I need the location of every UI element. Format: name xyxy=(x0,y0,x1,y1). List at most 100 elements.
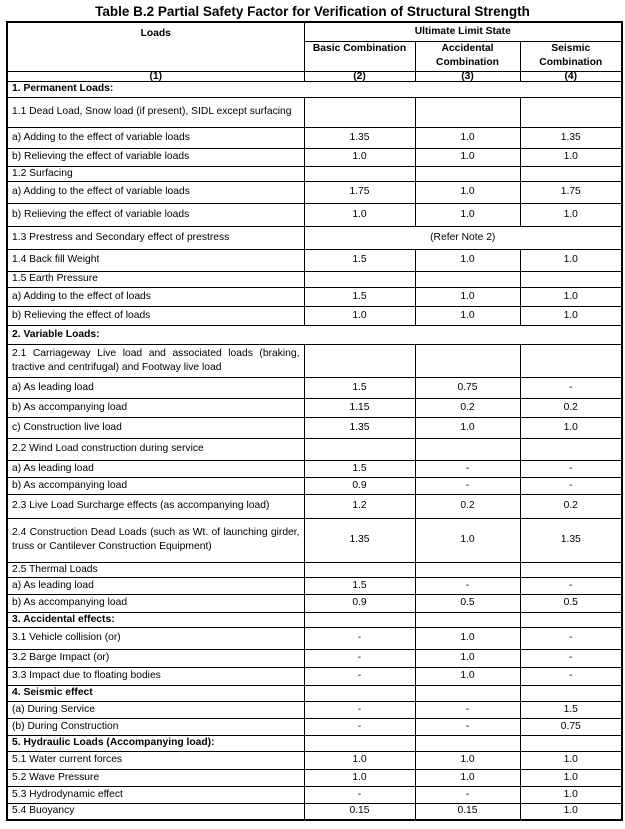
load-label: 3.3 Impact due to floating bodies xyxy=(6,666,305,686)
seismic-combination-value: 1.0 xyxy=(519,785,623,804)
load-label: b) Relieving the effect of variable load… xyxy=(6,147,305,167)
accidental-combination-value: - xyxy=(414,700,521,719)
basic-combination-value xyxy=(303,343,416,378)
section-row: 1. Permanent Loads: xyxy=(6,80,623,98)
section-row: 5. Hydraulic Loads (Accompanying load): xyxy=(6,734,623,752)
basic-combination-value xyxy=(303,96,416,128)
basic-combination-value: 1.35 xyxy=(303,126,416,149)
section-row: 2. Variable Loads: xyxy=(6,324,623,345)
basic-combination-value: 1.75 xyxy=(303,180,416,204)
load-label: a) As leading load xyxy=(6,459,305,478)
table-row: 2.3 Live Load Surcharge effects (as acco… xyxy=(6,493,623,519)
table-row: b) Relieving the effect of variable load… xyxy=(6,147,623,167)
table-row: 1.2 Surfacing xyxy=(6,165,623,182)
table-row: a) Adding to the effect of variable load… xyxy=(6,180,623,204)
basic-combination-value: 1.5 xyxy=(303,459,416,478)
seismic-combination-value: 1.0 xyxy=(519,248,623,272)
load-label: a) Adding to the effect of variable load… xyxy=(6,180,305,204)
basic-combination-value: - xyxy=(303,717,416,736)
basic-combination-value: 1.5 xyxy=(303,286,416,307)
load-label: 5.4 Buoyancy xyxy=(6,802,305,821)
basic-combination-value: - xyxy=(303,785,416,804)
accidental-combination-value: 1.0 xyxy=(414,416,521,439)
safety-factor-table: Loads Ultimate Limit State Basic Combina… xyxy=(6,21,624,821)
seismic-combination-value: 0.2 xyxy=(519,493,623,519)
seismic-combination-value xyxy=(519,684,623,702)
seismic-combination-value: 1.0 xyxy=(519,802,623,821)
accidental-combination-value: - xyxy=(414,717,521,736)
load-label: b) Relieving the effect of loads xyxy=(6,305,305,326)
table-row: a) As leading load 1.5- - xyxy=(6,576,623,595)
table-row: a) As leading load 1.5 0.75- xyxy=(6,376,623,399)
basic-combination-value xyxy=(303,437,416,461)
col-number-2: (2) xyxy=(303,70,416,82)
accidental-combination-value: 1.0 xyxy=(414,768,521,787)
seismic-combination-value: 1.0 xyxy=(519,416,623,439)
table-row: 2.2 Wind Load construction during servic… xyxy=(6,437,623,461)
seismic-combination-value: 1.5 xyxy=(519,700,623,719)
accidental-combination-value: 1.0 xyxy=(414,750,521,770)
col-number-1: (1) xyxy=(6,70,305,82)
accidental-combination-value: 1.0 xyxy=(414,126,521,149)
basic-combination-value: - xyxy=(303,666,416,686)
seismic-combination-value: 1.0 xyxy=(519,768,623,787)
seismic-combination-value: 1.0 xyxy=(519,286,623,307)
seismic-combination-value: 0.75 xyxy=(519,717,623,736)
accidental-combination-value: - xyxy=(414,785,521,804)
table-row: 2.5 Thermal Loads xyxy=(6,561,623,578)
seismic-combination-value: - xyxy=(519,626,623,650)
basic-combination-value: 1.15 xyxy=(303,397,416,418)
table-row: 3.3 Impact due to floating bodies -1.0- xyxy=(6,666,623,686)
seismic-combination-value: 0.5 xyxy=(519,593,623,613)
accidental-combination-value: 1.0 xyxy=(414,305,521,326)
section-row: 4. Seismic effect xyxy=(6,684,623,702)
accidental-combination-value xyxy=(414,684,521,702)
load-label: a) Adding to the effect of loads xyxy=(6,286,305,307)
basic-combination-value xyxy=(303,561,416,578)
basic-combination-value: 1.0 xyxy=(303,147,416,167)
load-label: b) As accompanying load xyxy=(6,593,305,613)
load-label: b) As accompanying load xyxy=(6,397,305,418)
basic-combination-value: - xyxy=(303,700,416,719)
accidental-combination-value: 0.75 xyxy=(414,376,521,399)
seismic-combination-value: 1.75 xyxy=(519,180,623,204)
basic-combination-value xyxy=(303,611,416,628)
basic-combination-value: 1.35 xyxy=(303,517,416,563)
seismic-combination-value xyxy=(519,343,623,378)
header-basic-combination: Basic Combination xyxy=(303,40,416,72)
table-row: 2.4 Construction Dead Loads (such as Wt.… xyxy=(6,517,623,563)
basic-combination-value: 1.0 xyxy=(303,202,416,227)
seismic-combination-value xyxy=(519,270,623,288)
seismic-combination-value: - xyxy=(519,476,623,495)
accidental-combination-value xyxy=(414,343,521,378)
basic-combination-value: 1.0 xyxy=(303,750,416,770)
accidental-combination-value xyxy=(414,611,521,628)
col-number-3: (3) xyxy=(414,70,521,82)
table-row: a) Adding to the effect of variable load… xyxy=(6,126,623,149)
basic-combination-value xyxy=(303,165,416,182)
header-accidental-combination: Accidental Combination xyxy=(414,40,521,72)
accidental-combination-value xyxy=(414,165,521,182)
basic-combination-value xyxy=(303,734,416,752)
load-label: a) Adding to the effect of variable load… xyxy=(6,126,305,149)
table-row: 5.1 Water current forces 1.0 1.0 1.0 xyxy=(6,750,623,770)
accidental-combination-value: 1.0 xyxy=(414,202,521,227)
load-label: 2. Variable Loads: xyxy=(6,324,623,345)
load-label: 4. Seismic effect xyxy=(6,684,305,702)
accidental-combination-value xyxy=(414,437,521,461)
seismic-combination-value xyxy=(519,734,623,752)
load-label: 5.3 Hydrodynamic effect xyxy=(6,785,305,804)
accidental-combination-value: 1.0 xyxy=(414,286,521,307)
seismic-combination-value: - xyxy=(519,576,623,595)
basic-combination-value: 1.5 xyxy=(303,576,416,595)
table-row: (b) During Construction - -0.75 xyxy=(6,717,623,736)
seismic-combination-value: - xyxy=(519,648,623,668)
load-label: 3. Accidental effects: xyxy=(6,611,305,628)
table-row: b) Relieving the effect of variable load… xyxy=(6,202,623,227)
basic-combination-value: 0.15 xyxy=(303,802,416,821)
col-number-4: (4) xyxy=(519,70,623,82)
accidental-combination-value: 1.0 xyxy=(414,180,521,204)
load-label: 1.1 Dead Load, Snow load (if present), S… xyxy=(6,96,305,128)
load-label: (b) During Construction xyxy=(6,717,305,736)
header-ultimate-limit-state: Ultimate Limit State xyxy=(303,21,623,42)
